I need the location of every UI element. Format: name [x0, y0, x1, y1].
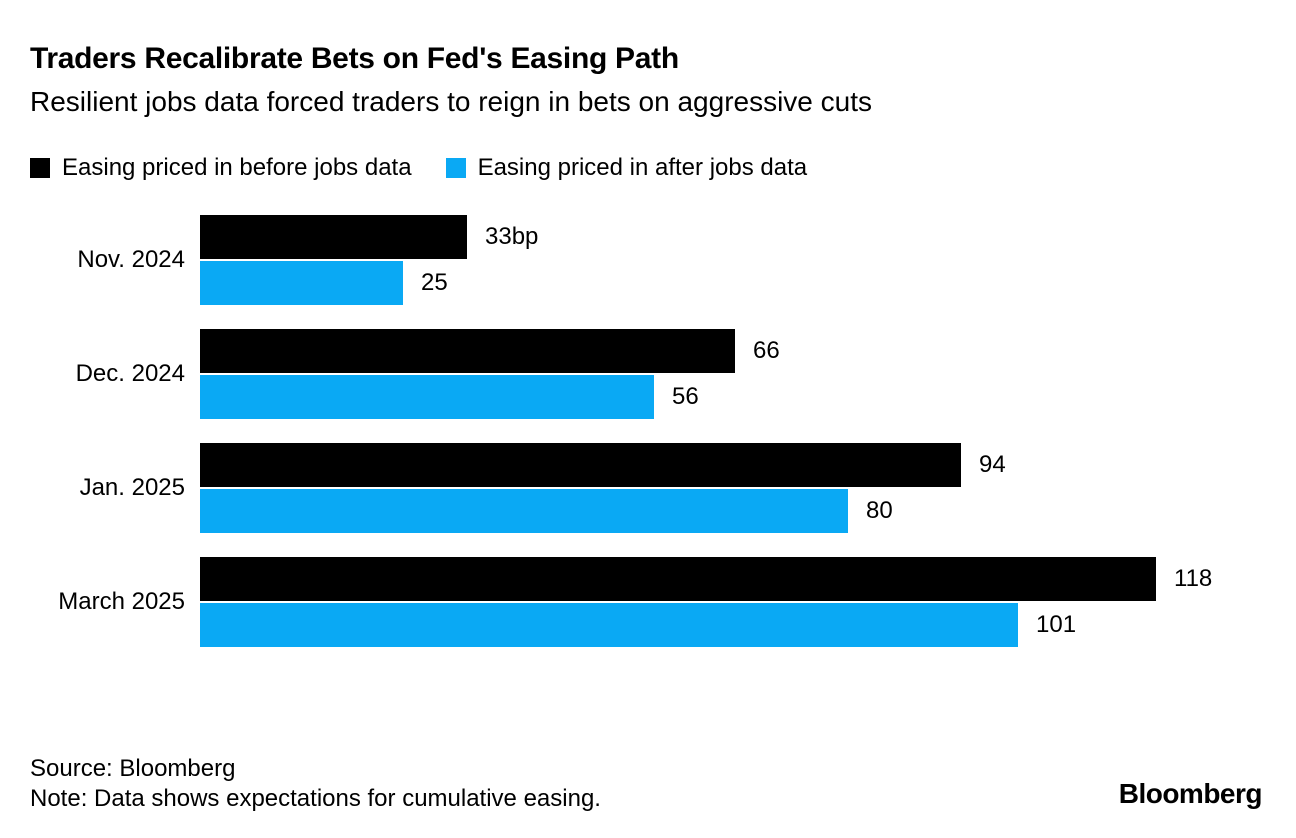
- bar-row: 80: [200, 488, 1266, 533]
- category-label: Nov. 2024: [77, 245, 185, 273]
- value-label: 25: [421, 268, 448, 296]
- bar-after-jobs-data: [200, 260, 403, 305]
- bars-container: 94 80: [200, 442, 1266, 533]
- value-label: 66: [753, 336, 780, 364]
- bar-row: 56: [200, 374, 1266, 419]
- legend-swatch-before-icon: [30, 157, 50, 178]
- bar-before-jobs-data: [200, 556, 1156, 601]
- bar-after-jobs-data: [200, 374, 654, 419]
- category-label: Dec. 2024: [75, 359, 185, 387]
- bars-container: 33bp 25: [200, 214, 1266, 305]
- bar-before-jobs-data: [200, 214, 467, 259]
- bloomberg-logo: Bloomberg: [1118, 778, 1263, 809]
- legend-label-after: Easing priced in after jobs data: [477, 153, 808, 181]
- bar-row: 94: [200, 442, 1266, 487]
- value-label: 101: [1036, 610, 1077, 638]
- value-label: 80: [866, 496, 893, 524]
- value-label: 118: [1174, 564, 1213, 592]
- bar-row: 101: [200, 602, 1266, 647]
- bar-row: 66: [200, 328, 1266, 373]
- legend-item-before: Easing priced in before jobs data: [30, 154, 412, 182]
- legend-swatch-after-icon: [445, 157, 466, 178]
- bar-row: 118: [200, 556, 1266, 601]
- value-label: 56: [672, 382, 699, 410]
- value-label: 94: [979, 450, 1006, 478]
- bar-row: 25: [200, 260, 1266, 305]
- bar-row: 33bp: [200, 214, 1266, 259]
- bar-after-jobs-data: [200, 602, 1018, 647]
- category-label: Jan. 2025: [79, 473, 185, 501]
- value-label: 33bp: [485, 222, 539, 250]
- category-label: March 2025: [58, 587, 185, 615]
- chart-title: Traders Recalibrate Bets on Fed's Easing…: [30, 42, 679, 75]
- source-text: Source: Bloomberg: [30, 754, 236, 782]
- bar-before-jobs-data: [200, 442, 961, 487]
- chart-subtitle: Resilient jobs data forced traders to re…: [30, 85, 873, 117]
- bar-group: Dec. 2024 66 56: [30, 328, 1266, 419]
- legend-label-before: Easing priced in before jobs data: [62, 153, 412, 181]
- chart-footer: Source: Bloomberg Note: Data shows expec…: [30, 754, 601, 814]
- chart: Nov. 2024 33bp 25 Dec. 2024 66 56 Jan. 2025 94 8…: [30, 214, 1266, 647]
- bar-group: March 2025 118 101: [30, 556, 1266, 647]
- bar-group: Nov. 2024 33bp 25: [30, 214, 1266, 305]
- bars-container: 118 101: [200, 556, 1266, 647]
- bar-before-jobs-data: [200, 328, 735, 373]
- bar-after-jobs-data: [200, 488, 848, 533]
- note-text: Note: Data shows expectations for cumula…: [30, 784, 601, 812]
- bars-container: 66 56: [200, 328, 1266, 419]
- legend: Easing priced in before jobs data Easing…: [30, 154, 1266, 182]
- bar-group: Jan. 2025 94 80: [30, 442, 1266, 533]
- legend-item-after: Easing priced in after jobs data: [445, 153, 808, 182]
